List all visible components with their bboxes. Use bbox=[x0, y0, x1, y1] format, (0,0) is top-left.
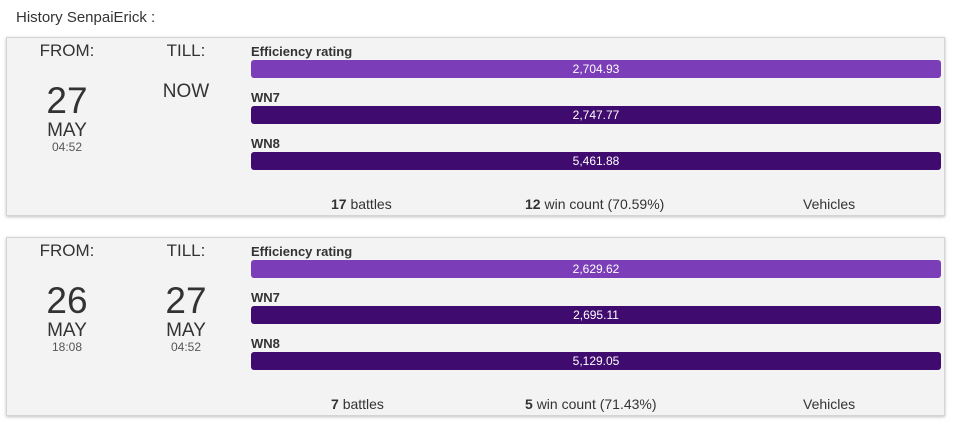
win-count: 5 win count (71.43%) bbox=[525, 396, 657, 412]
till-day: 27 bbox=[165, 280, 207, 321]
battles-number: 7 bbox=[331, 396, 339, 412]
win-count: 12 win count (70.59%) bbox=[525, 196, 664, 212]
battles-number: 17 bbox=[331, 196, 347, 212]
win-percent: (71.43%) bbox=[599, 396, 657, 412]
till-label: TILL: bbox=[166, 41, 206, 60]
till-date: 27 MAY 04:52 bbox=[146, 280, 226, 355]
history-card: FROM: TILL: 26 MAY 18:08 27 MAY 04:52 Ef… bbox=[6, 237, 945, 416]
from-time: 18:08 bbox=[51, 340, 83, 354]
till-now: NOW bbox=[162, 81, 210, 102]
card-footer: 17 battles 12 win count (70.59%) Vehicle… bbox=[251, 196, 941, 216]
wins-number: 5 bbox=[525, 396, 533, 412]
efficiency-label: Efficiency rating bbox=[251, 244, 353, 259]
from-month: MAY bbox=[47, 120, 87, 141]
wn8-bar: 5,461.88 bbox=[251, 152, 941, 170]
win-percent: (70.59%) bbox=[607, 196, 665, 212]
wn7-bar: 2,747.77 bbox=[251, 106, 941, 124]
from-label: FROM: bbox=[39, 241, 95, 260]
wn8-label: WN8 bbox=[251, 136, 280, 151]
from-day: 26 bbox=[46, 280, 88, 321]
history-card: FROM: TILL: 27 MAY 04:52 NOW Efficiency … bbox=[6, 37, 945, 216]
from-day: 27 bbox=[46, 80, 88, 121]
wins-label: win count bbox=[544, 196, 604, 212]
wn7-label: WN7 bbox=[251, 90, 280, 105]
card-footer: 7 battles 5 win count (71.43%) Vehicles bbox=[251, 396, 941, 416]
wn7-label: WN7 bbox=[251, 290, 280, 305]
battles-label: battles bbox=[342, 396, 384, 412]
from-month: MAY bbox=[47, 320, 87, 341]
till-month: MAY bbox=[166, 320, 206, 341]
wins-label: win count bbox=[536, 396, 596, 412]
efficiency-bar: 2,629.62 bbox=[251, 260, 941, 278]
from-date: 27 MAY 04:52 bbox=[27, 80, 107, 155]
till-time: 04:52 bbox=[170, 340, 202, 354]
wn8-label: WN8 bbox=[251, 336, 280, 351]
page-title: History SenpaiErick : bbox=[16, 9, 156, 26]
from-date: 26 MAY 18:08 bbox=[27, 280, 107, 355]
wins-number: 12 bbox=[525, 196, 541, 212]
efficiency-bar: 2,704.93 bbox=[251, 60, 941, 78]
wn8-bar: 5,129.05 bbox=[251, 352, 941, 370]
metrics-panel: Efficiency rating 2,704.93 WN7 2,747.77 … bbox=[251, 43, 941, 181]
battles-label: battles bbox=[350, 196, 392, 212]
from-time: 04:52 bbox=[51, 140, 83, 154]
efficiency-label: Efficiency rating bbox=[251, 44, 353, 59]
vehicles-link[interactable]: Vehicles bbox=[803, 396, 856, 412]
metrics-panel: Efficiency rating 2,629.62 WN7 2,695.11 … bbox=[251, 243, 941, 381]
vehicles-link[interactable]: Vehicles bbox=[803, 196, 856, 212]
from-label: FROM: bbox=[39, 41, 95, 60]
till-label: TILL: bbox=[166, 241, 206, 260]
wn7-bar: 2,695.11 bbox=[251, 306, 941, 324]
battles-count: 7 battles bbox=[331, 396, 384, 412]
battles-count: 17 battles bbox=[331, 196, 392, 212]
